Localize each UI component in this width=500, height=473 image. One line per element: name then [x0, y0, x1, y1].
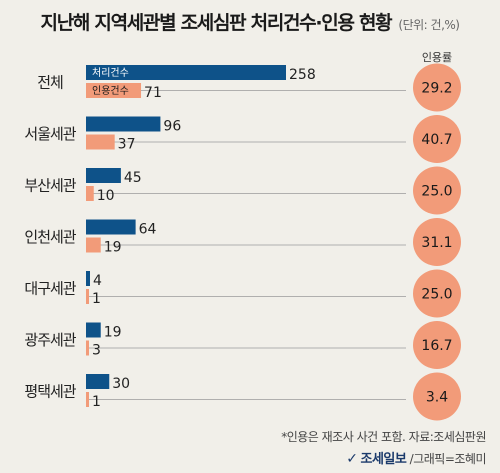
- bar-processed: [86, 65, 286, 80]
- bar-accepted-value: 3: [92, 343, 101, 359]
- category-label: 전체: [37, 74, 63, 92]
- brand-name: 조세일보: [360, 452, 407, 467]
- chart-unit: (단위: 건,%): [398, 18, 460, 32]
- bar-processed: [86, 271, 90, 286]
- bar-accepted-value: 71: [144, 85, 162, 101]
- bar-processed: [86, 374, 110, 389]
- rate-value: 29.2: [421, 81, 452, 97]
- category-label: 인천세관: [24, 228, 76, 246]
- bar-accepted: [86, 340, 89, 356]
- legend-accepted: 인용건수: [92, 85, 129, 97]
- category-label: 서울세관: [24, 125, 76, 143]
- rate-circle: [413, 63, 461, 112]
- rate-circle: [413, 218, 461, 266]
- bar-processed-value: 4: [93, 273, 102, 289]
- bar-accepted-value: 1: [92, 291, 101, 307]
- bar-processed: [86, 168, 121, 183]
- bar-accepted-value: 19: [104, 240, 122, 256]
- bar-accepted: [86, 134, 115, 150]
- rate-circle: [413, 115, 461, 163]
- chart-title: 지난해 지역세관별 조세심판 처리건수·인용 현황 (단위: 건,%): [0, 8, 500, 35]
- bar-processed-value: 30: [112, 376, 130, 392]
- bar-accepted-value: 1: [92, 394, 101, 410]
- category-label: 광주세관: [24, 331, 76, 349]
- rate-header-label: 인용률: [422, 51, 452, 64]
- rate-circle: [413, 269, 461, 318]
- graphic-credit: /그래픽=조혜미: [406, 452, 487, 466]
- brand-logo-icon: ✓: [346, 451, 358, 467]
- bar-accepted: [86, 83, 142, 98]
- bar-accepted: [86, 289, 89, 304]
- category-label: 대구세관: [24, 280, 76, 298]
- category-label: 평택세관: [24, 383, 76, 401]
- category-label: 부산세관: [24, 177, 76, 195]
- bar-accepted: [86, 392, 89, 407]
- bar-accepted-value: 10: [97, 188, 115, 204]
- credit-line: ✓ 조세일보 /그래픽=조혜미: [346, 448, 486, 467]
- bar-processed-value: 96: [163, 119, 181, 135]
- bar-processed-value: 258: [289, 67, 316, 83]
- bar-processed: [86, 322, 101, 338]
- rate-value: 25.0: [421, 287, 452, 303]
- bar-processed: [86, 219, 136, 235]
- rate-circle: [413, 166, 461, 215]
- footnote: *인용은 재조사 사건 포함. 자료:조세심판원: [281, 430, 486, 444]
- bar-accepted: [86, 186, 94, 201]
- bar-accepted-value: 37: [118, 137, 136, 153]
- chart-title-text: 지난해 지역세관별 조세심판 처리건수·인용 현황: [40, 12, 393, 34]
- rate-circle: [413, 372, 461, 421]
- legend-processed: 처리건수: [92, 67, 129, 79]
- bar-processed-value: 64: [139, 222, 157, 238]
- rate-value: 25.0: [421, 184, 452, 200]
- rate-value: 16.7: [421, 338, 452, 354]
- rate-value: 31.1: [421, 235, 452, 251]
- rate-value: 40.7: [421, 132, 452, 148]
- rate-value: 3.4: [426, 390, 448, 406]
- bar-processed-value: 45: [124, 170, 142, 186]
- bar-processed-value: 19: [104, 325, 122, 341]
- rate-circle: [413, 321, 461, 369]
- bar-processed: [86, 116, 161, 132]
- bar-accepted: [86, 237, 101, 253]
